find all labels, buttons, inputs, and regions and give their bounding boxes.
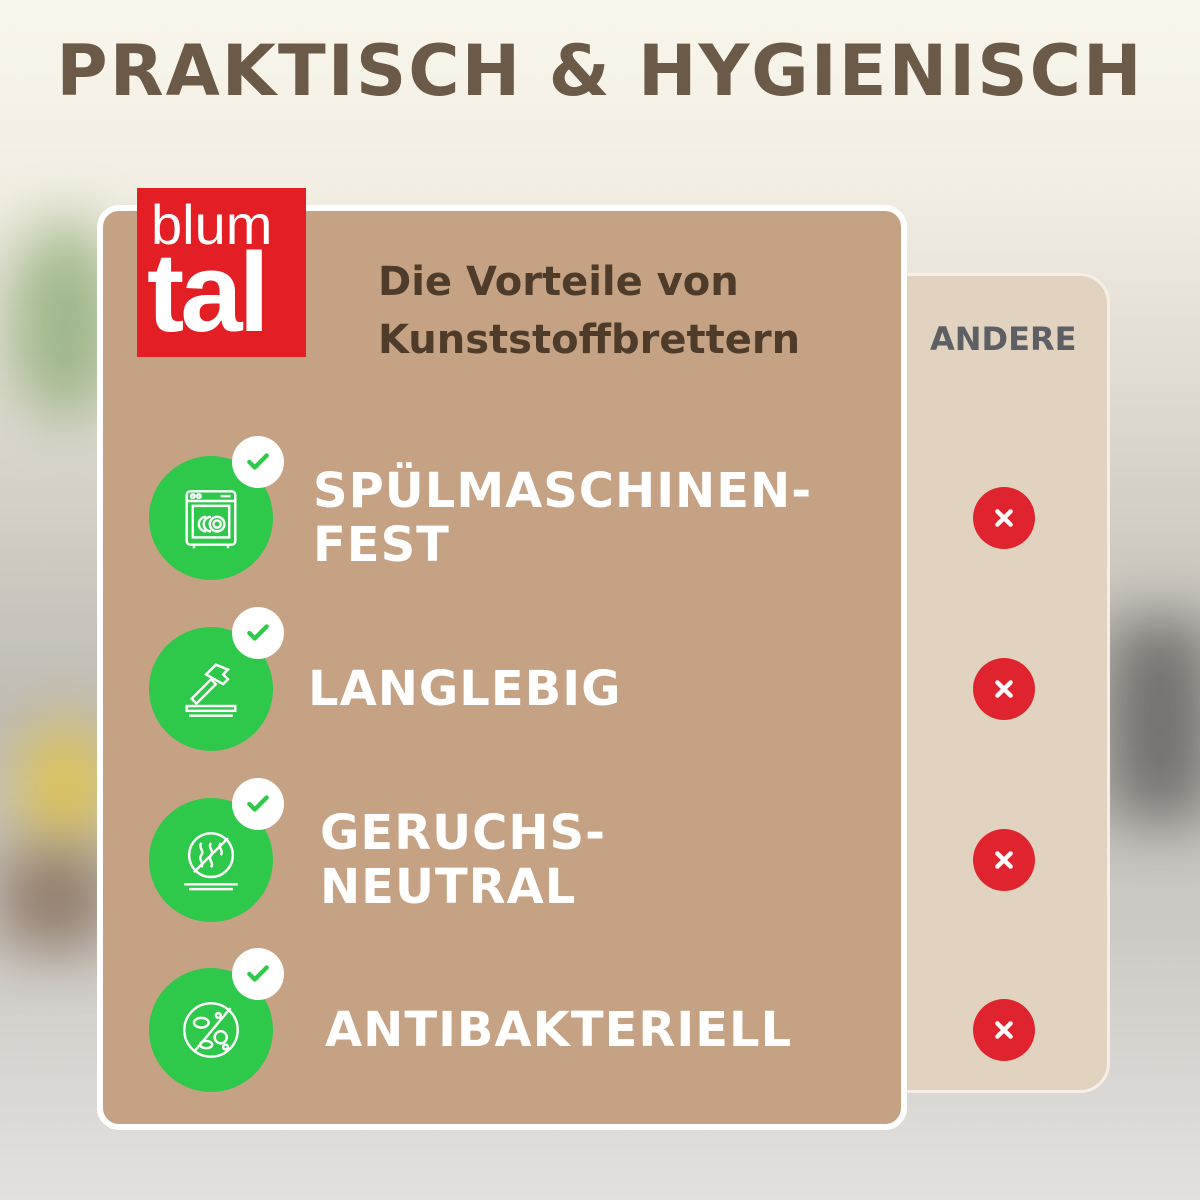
feature-line1: SPÜLMASCHINEN- [313,463,813,519]
heading-line2: Kunststoffbrettern [378,317,801,363]
feature-line1: LANGLEBIG [308,661,622,717]
no-odor-badge [149,798,273,922]
background-counter [1110,620,1200,820]
brand-logo: blum tal [137,188,306,357]
feature-line2: FEST [313,517,450,573]
cross-icon [973,487,1035,549]
antibacterial-icon [183,1002,239,1058]
feature-line1: ANTIBAKTERIELL [325,1002,793,1058]
card-heading: Die Vorteile von Kunststoffbrettern [378,253,800,369]
feature-label: GERUCHS- NEUTRAL [320,806,606,914]
page-title: PRAKTISCH & HYGIENISCH [56,30,1144,112]
check-icon [232,436,284,488]
check-icon [232,948,284,1000]
heading-line1: Die Vorteile von [378,259,739,305]
cross-icon [973,829,1035,891]
feature-label: ANTIBAKTERIELL [325,1003,792,1057]
check-icon [232,778,284,830]
feature-line1: GERUCHS- [320,805,607,861]
background-board [0,850,110,950]
hammer-icon [185,663,237,717]
logo-text-line2: tal [147,230,270,355]
logo-text-line1: blum [151,193,273,256]
no-odor-icon [184,832,238,891]
competitor-label: ANDERE [930,320,1077,358]
cross-icon [973,658,1035,720]
cross-icon [973,999,1035,1061]
feature-line2: NEUTRAL [320,859,577,915]
background-lemon [20,720,110,850]
dishwasher-icon [185,490,237,549]
feature-label: SPÜLMASCHINEN- FEST [313,464,812,572]
feature-label: LANGLEBIG [308,662,622,716]
check-icon [232,607,284,659]
